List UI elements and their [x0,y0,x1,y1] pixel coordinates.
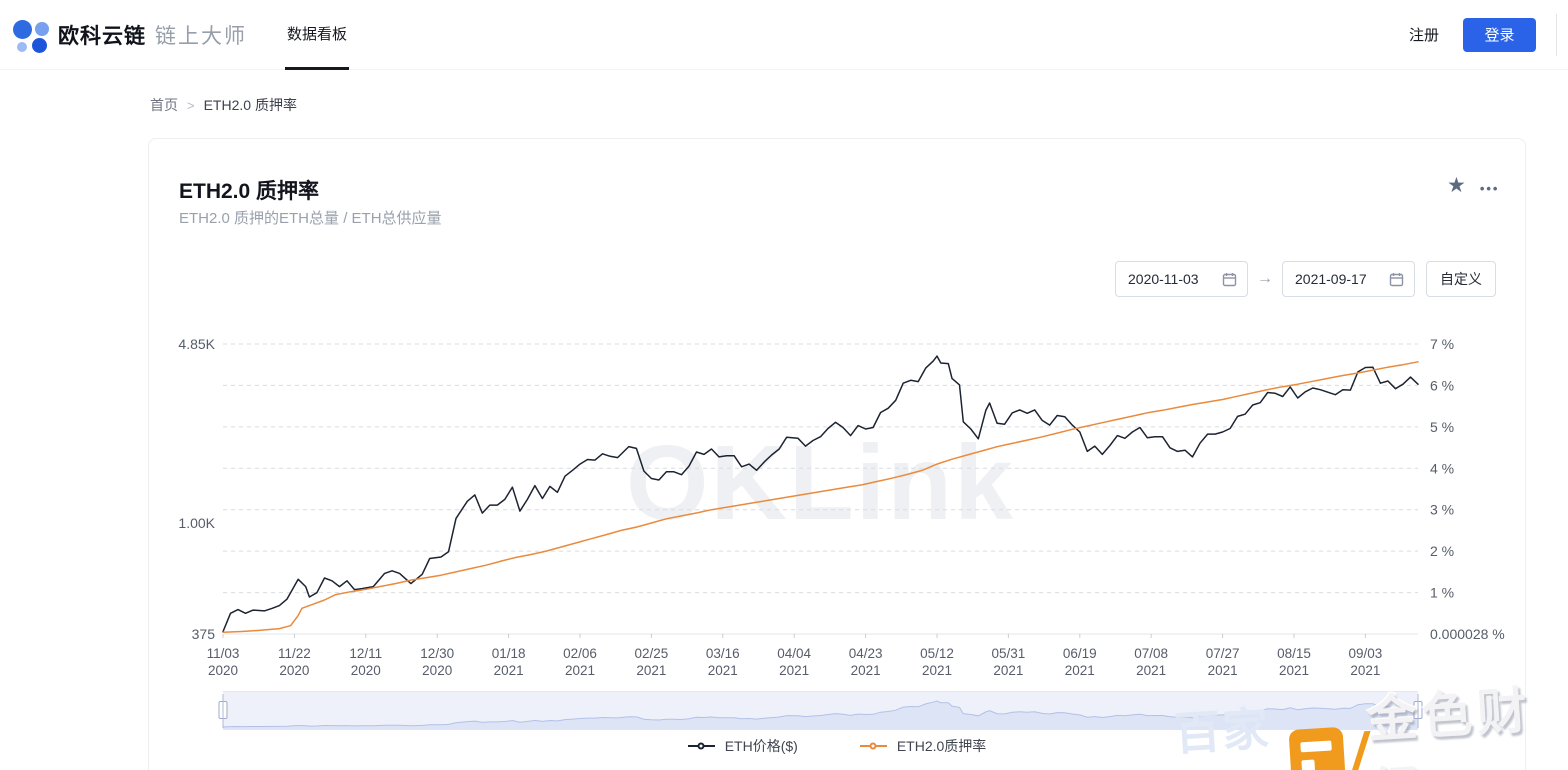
x-axis-label: 2021 [1208,663,1238,678]
date-range-controls: 2020-11-03 → 2021-09-17 自定义 [1115,261,1496,297]
x-axis-label: 2021 [922,663,952,678]
x-axis-label: 03/16 [706,646,740,661]
left-axis-label: 375 [192,626,216,642]
brush-handle-left[interactable] [218,694,228,728]
x-axis-label: 11/03 [207,646,240,661]
x-axis-label: 2021 [1350,663,1380,678]
page-title: ETH2.0 质押率 [179,180,320,203]
navbar-divider [1556,13,1557,56]
x-axis-label: 06/19 [1063,646,1097,661]
x-axis-label: 07/08 [1134,646,1168,661]
x-axis-label: 07/27 [1206,646,1240,661]
brush-mini-chart [223,700,1418,730]
x-axis-label: 2021 [1279,663,1309,678]
x-axis-label: 09/03 [1348,646,1382,661]
legend-label: ETH2.0质押率 [896,738,987,754]
x-axis-label: 2021 [708,663,738,678]
x-axis-label: 11/22 [278,646,311,661]
legend-marker-eth-price [687,742,715,750]
brand-primary: 欧科云链 [58,24,146,48]
x-axis-label: 04/04 [777,646,811,661]
right-axis-label: 6 % [1430,377,1454,393]
register-link[interactable]: 注册 [1408,27,1439,44]
brand-secondary: 链上大师 [155,24,247,48]
x-axis-label: 2020 [351,663,381,678]
left-axis-label: 1.00K [178,515,215,531]
breadcrumb-home[interactable]: 首页 [150,97,178,113]
x-axis-label: 08/15 [1277,646,1311,661]
right-axis-label: 5 % [1430,419,1454,435]
x-axis-label: 2020 [208,663,238,678]
x-axis-label: 01/18 [492,646,526,661]
x-axis-label: 2021 [851,663,881,678]
card-actions: ★ ••• [1447,175,1499,196]
brush-line [223,700,1418,728]
eth-price-line [222,355,1419,633]
end-date-value: 2021-09-17 [1295,271,1367,287]
legend-label: ETH价格($) [724,738,798,754]
oklink-logo-icon[interactable] [12,14,52,56]
x-axis-label: 2021 [636,663,666,678]
x-axis-label: 2021 [494,663,524,678]
navbar: 欧科云链 链上大师 数据看板 注册 登录 [0,0,1568,70]
custom-range-button[interactable]: 自定义 [1426,261,1496,297]
navbar-right: 注册 登录 [1408,13,1568,56]
x-axis-label: 05/12 [920,646,954,661]
right-axis-label: 2 % [1430,543,1454,559]
chart-svg: 7 % 6 % 5 % 4 % 3 % 2 % 1 % 0.000028 % 4.85K 1.00… [178,336,1505,678]
x-axis-label: 2021 [779,663,809,678]
oklink-watermark: OKLink [626,424,1015,542]
x-axis-label: 02/06 [563,646,597,661]
staking-rate-line [222,361,1419,634]
more-menu-icon[interactable]: ••• [1479,181,1500,196]
breadcrumb-separator: > [187,97,195,113]
breadcrumb: 首页 > ETH2.0 质押率 [150,95,297,115]
chart-card: ETH2.0 质押率 ETH2.0 质押的ETH总量 / ETH总供应量 ★ •… [148,138,1526,770]
x-axis-label: 2021 [1136,663,1166,678]
start-date-value: 2020-11-03 [1128,271,1199,287]
right-axis-label: 3 % [1430,502,1454,518]
brush-handle-right[interactable] [1413,694,1423,728]
favorite-star-icon[interactable]: ★ [1447,174,1466,197]
calendar-icon [1222,272,1237,287]
breadcrumb-current: ETH2.0 质押率 [203,97,297,113]
x-axis-label: 2020 [279,663,309,678]
left-axis-label: 4.85K [178,336,215,352]
page-subtitle: ETH2.0 质押的ETH总量 / ETH总供应量 [179,210,442,227]
chart-area: OKLink 7 % 6 % 5 % 4 % 3 % 2 % 1 % 0.000028 % 4.… [149,326,1521,691]
x-axis-label: 2020 [422,663,452,678]
x-axis-label: 04/23 [849,646,883,661]
login-button[interactable]: 登录 [1463,17,1536,52]
nav-item-dashboard[interactable]: 数据看板 [287,0,347,70]
legend-item-eth-price[interactable]: ETH价格($) [687,736,798,756]
right-axis-label: 1 % [1430,585,1454,601]
x-axis-label: 05/31 [991,646,1025,661]
x-axis-label: 12/30 [420,646,454,661]
calendar-icon [1389,272,1404,287]
right-axis-label: 7 % [1430,336,1454,352]
end-date-input[interactable]: 2021-09-17 [1282,261,1415,297]
x-axis-label: 02/25 [634,646,668,661]
x-axis-label: 2021 [993,663,1023,678]
start-date-input[interactable]: 2020-11-03 [1115,261,1248,297]
x-axis-label: 2021 [1065,663,1095,678]
chart-legend: ETH价格($) ETH2.0质押率 [149,736,1525,756]
date-arrow-icon: → [1257,270,1273,287]
x-axis-label: 12/11 [349,646,382,661]
right-axis-label: 4 % [1430,460,1454,476]
right-axis-label: 0.000028 % [1430,626,1505,642]
x-axis-label: 2021 [565,663,595,678]
datazoom-brush[interactable] [218,691,1423,730]
legend-item-staking-rate[interactable]: ETH2.0质押率 [859,736,987,756]
legend-marker-staking-rate [859,742,887,750]
